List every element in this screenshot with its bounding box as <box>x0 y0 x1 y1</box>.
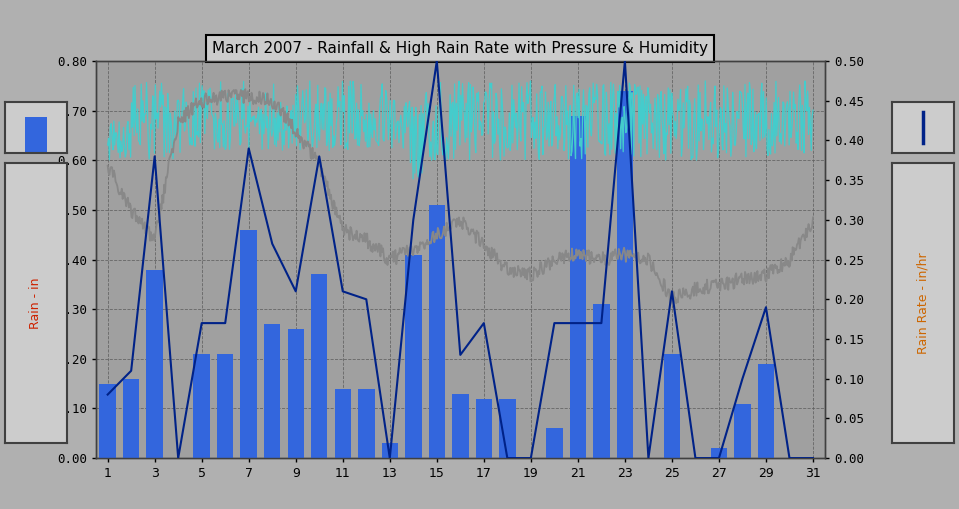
Bar <box>288 329 304 458</box>
Bar <box>429 205 445 458</box>
Bar <box>617 91 633 458</box>
Bar <box>594 304 610 458</box>
Bar <box>570 116 586 458</box>
Bar <box>452 393 469 458</box>
Bar <box>405 254 422 458</box>
Bar <box>100 384 116 458</box>
Bar <box>499 399 516 458</box>
Bar <box>217 354 233 458</box>
Bar <box>758 364 774 458</box>
Bar <box>264 324 280 458</box>
Title: March 2007 - Rainfall & High Rain Rate with Pressure & Humidity: March 2007 - Rainfall & High Rain Rate w… <box>212 41 709 56</box>
Bar <box>25 117 47 153</box>
Bar <box>123 379 139 458</box>
Bar <box>194 354 210 458</box>
Text: Rain - in: Rain - in <box>30 277 42 329</box>
Bar <box>546 429 563 458</box>
Bar <box>664 354 680 458</box>
Bar <box>382 443 398 458</box>
Bar <box>147 270 163 458</box>
Bar <box>711 448 727 458</box>
Bar <box>241 230 257 458</box>
Bar <box>735 404 751 458</box>
Bar <box>476 399 492 458</box>
Bar <box>335 389 351 458</box>
Text: Rain Rate - in/hr: Rain Rate - in/hr <box>917 252 929 354</box>
Bar <box>311 274 327 458</box>
Bar <box>358 389 375 458</box>
